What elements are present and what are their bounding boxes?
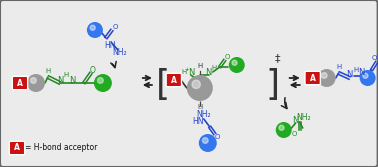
Text: HN: HN	[192, 117, 204, 125]
Circle shape	[363, 73, 368, 78]
Text: H: H	[181, 69, 186, 75]
Text: +: +	[184, 66, 189, 71]
Text: ]: ]	[266, 68, 280, 102]
Circle shape	[232, 60, 237, 65]
Circle shape	[318, 69, 336, 87]
FancyBboxPatch shape	[12, 76, 28, 90]
Text: N: N	[187, 67, 194, 76]
Text: O: O	[90, 65, 96, 74]
Text: O: O	[372, 55, 377, 61]
Text: N: N	[69, 75, 75, 85]
Circle shape	[94, 74, 112, 92]
Text: NH₂: NH₂	[197, 110, 211, 119]
Circle shape	[27, 74, 45, 92]
Text: N: N	[206, 67, 212, 76]
Text: H: H	[197, 104, 203, 110]
Circle shape	[192, 80, 200, 89]
Text: ‡: ‡	[275, 53, 280, 63]
Circle shape	[202, 138, 208, 143]
Text: A: A	[171, 75, 177, 85]
Text: H: H	[63, 72, 68, 78]
Text: HN: HN	[104, 41, 116, 49]
FancyBboxPatch shape	[9, 141, 25, 155]
Text: H: H	[45, 68, 51, 74]
Text: A: A	[17, 78, 23, 88]
Text: A: A	[14, 143, 20, 152]
Text: N: N	[293, 116, 299, 125]
Text: N: N	[358, 67, 365, 76]
FancyBboxPatch shape	[305, 71, 321, 85]
Circle shape	[279, 125, 284, 130]
Text: N: N	[57, 75, 63, 85]
Text: A: A	[310, 73, 316, 82]
Circle shape	[87, 22, 103, 38]
Text: = H-bond acceptor: = H-bond acceptor	[25, 143, 98, 152]
Text: N: N	[347, 69, 353, 78]
Circle shape	[359, 70, 376, 86]
Text: H: H	[211, 65, 217, 71]
Circle shape	[229, 57, 245, 73]
Text: H: H	[197, 63, 203, 69]
FancyBboxPatch shape	[166, 73, 181, 87]
Text: H: H	[336, 64, 341, 70]
Text: O: O	[225, 54, 231, 60]
Text: NH₂: NH₂	[113, 47, 127, 56]
Text: O: O	[215, 134, 220, 140]
Text: [: [	[156, 68, 170, 102]
Circle shape	[321, 73, 327, 78]
Circle shape	[31, 78, 36, 83]
Text: O: O	[112, 24, 118, 30]
Text: O: O	[292, 131, 297, 137]
Circle shape	[199, 134, 217, 152]
Circle shape	[187, 75, 213, 101]
Circle shape	[276, 122, 292, 138]
Text: H: H	[353, 67, 358, 73]
Text: NH₂: NH₂	[296, 113, 311, 122]
Circle shape	[90, 25, 95, 30]
Circle shape	[98, 78, 103, 83]
